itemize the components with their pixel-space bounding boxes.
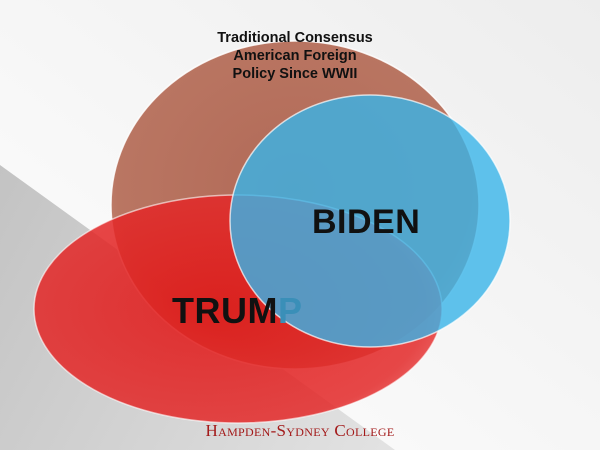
trump-label-main: TRUM <box>172 290 278 331</box>
consensus-label-line-2: American Foreign <box>233 48 357 64</box>
consensus-label-line-1: Traditional Consensus <box>217 30 373 46</box>
biden-circle <box>229 94 511 348</box>
trump-label: TRUMP <box>172 290 303 332</box>
trump-label-tail: P <box>277 290 303 331</box>
consensus-label-line-3: Policy Since WWII <box>232 66 358 82</box>
consensus-label: Traditional Consensus American Foreign P… <box>195 29 395 83</box>
biden-label: BIDEN <box>312 203 421 241</box>
college-name: Hampden-Sydney College <box>205 421 395 440</box>
